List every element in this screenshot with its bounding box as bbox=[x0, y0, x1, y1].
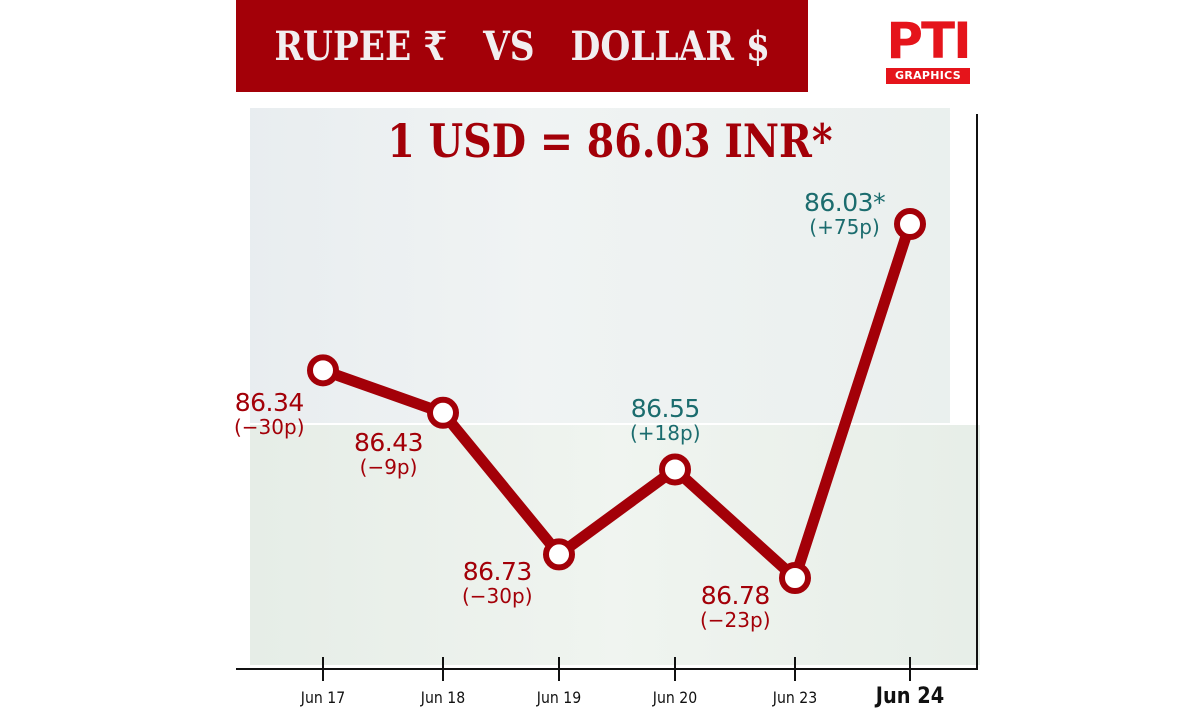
data-markers bbox=[307, 208, 926, 594]
data-point-marker bbox=[427, 396, 459, 429]
pti-logo-badge: GRAPHICS bbox=[886, 68, 970, 84]
rate-change: (+18p) bbox=[630, 421, 701, 445]
data-point-label: 86.73 (−30p) bbox=[462, 559, 533, 606]
rupee-note-background bbox=[250, 108, 950, 423]
x-tick-label: Jun 23 bbox=[772, 688, 818, 707]
data-point-marker bbox=[894, 208, 926, 240]
rate-value: 86.73 bbox=[462, 557, 533, 586]
rate-line bbox=[317, 218, 916, 584]
data-point-marker bbox=[307, 354, 339, 387]
rate-change: (+75p) bbox=[809, 215, 880, 239]
title-banner: RUPEE ₹ VS DOLLAR $ bbox=[236, 0, 808, 92]
rate-value: 86.34 bbox=[234, 388, 305, 417]
x-tick-label: Jun 20 bbox=[652, 688, 698, 707]
rate-change: (−30p) bbox=[234, 415, 305, 439]
x-axis-ticks bbox=[322, 657, 911, 681]
x-tick-label: Jun 19 bbox=[536, 688, 582, 707]
pti-graphics-logo: PTI GRAPHICS bbox=[884, 16, 972, 94]
x-tick-label: Jun 17 bbox=[300, 688, 346, 707]
x-tick-label: Jun 24 bbox=[875, 684, 945, 709]
data-point-label: 86.34 (−30p) bbox=[234, 390, 305, 437]
rate-value: 86.55 bbox=[630, 394, 701, 423]
data-point-label: 86.55 (+18p) bbox=[630, 396, 701, 443]
rate-value: 86.78 bbox=[700, 581, 771, 610]
x-tick-label: Jun 18 bbox=[420, 688, 466, 707]
data-point-marker bbox=[779, 562, 811, 594]
data-point-marker bbox=[543, 538, 575, 571]
dollar-note-background bbox=[250, 425, 980, 665]
headline-rate: 1 USD = 86.03 INR* bbox=[387, 114, 833, 168]
rate-change: (−30p) bbox=[462, 584, 533, 608]
rate-value: 86.03* bbox=[804, 188, 886, 217]
pti-logo-mark: PTI bbox=[884, 16, 972, 66]
data-point-label: 86.43 (−9p) bbox=[354, 428, 424, 479]
chart-title: RUPEE ₹ VS DOLLAR $ bbox=[274, 22, 770, 70]
data-point-label: 86.78 (−23p) bbox=[700, 583, 771, 630]
rate-value: 86.43 bbox=[354, 428, 424, 457]
data-point-marker bbox=[659, 453, 691, 486]
rate-change: (−23p) bbox=[700, 608, 771, 632]
rate-change: (−9p) bbox=[359, 455, 418, 479]
data-point-label: 86.03* (+75p) bbox=[804, 188, 886, 239]
